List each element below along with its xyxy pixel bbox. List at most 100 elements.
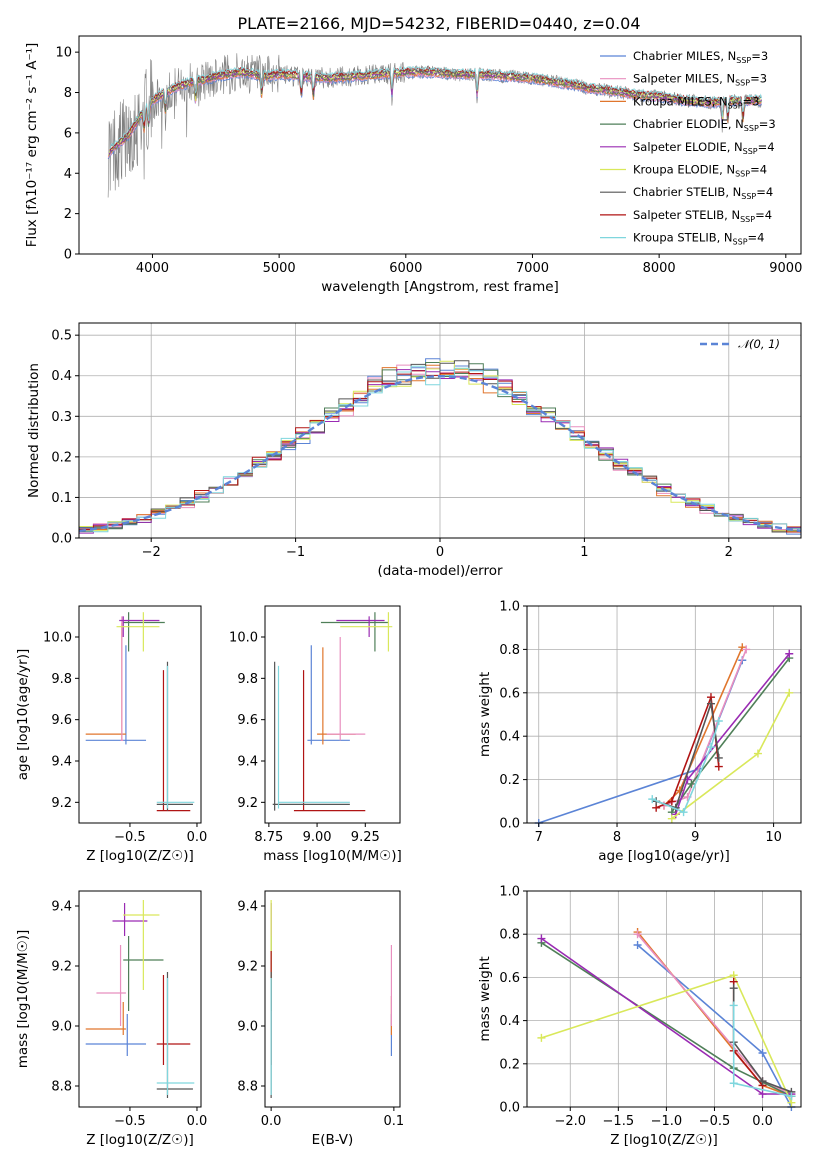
- point-salpeter_stelib: [714, 762, 723, 771]
- y-tick-label: 6: [64, 126, 72, 141]
- y-tick-label: 10.0: [229, 631, 258, 646]
- point-chabrier_stelib: [758, 1077, 767, 1086]
- y-tick-label: 8.8: [237, 1080, 258, 1095]
- x-axis-label: mass [log10(M/M☉)]: [263, 848, 402, 864]
- y-tick-label: 0.4: [499, 1014, 520, 1029]
- y-tick-label: 9.6: [237, 713, 258, 728]
- point-kroupa_stelib: [714, 717, 723, 726]
- x-tick-label: 7000: [516, 261, 549, 276]
- plot-area: [270, 900, 393, 1098]
- legend-subscript: SSP: [728, 101, 743, 110]
- y-tick-label: 0.1: [51, 491, 72, 506]
- y-tick-label: 9.2: [51, 796, 72, 811]
- x-tick-label: 8.75: [254, 830, 283, 845]
- x-tick-label: 6000: [389, 261, 422, 276]
- axes-frame: [78, 35, 802, 255]
- y-tick-label: 9.2: [237, 960, 258, 975]
- point-kroupa_stelib: [706, 743, 715, 752]
- legend-text: =4: [748, 231, 765, 245]
- legend-subscript: SSP: [733, 238, 748, 247]
- x-tick-label: 2: [725, 545, 733, 560]
- legend-text: =3: [743, 94, 760, 108]
- y-tick-label: 0.0: [499, 1101, 520, 1116]
- y-tick-label: 4: [64, 167, 72, 182]
- axes-frame: [264, 605, 401, 824]
- point-chabrier_stelib: [729, 984, 738, 993]
- spectrum-title: PLATE=2166, MJD=54232, FIBERID=0440, z=0…: [237, 14, 640, 33]
- point-salpeter_miles: [633, 930, 642, 939]
- point-kroupa_stelib: [679, 808, 688, 817]
- plot-area: [78, 358, 802, 535]
- x-tick-label: 0.0: [752, 1114, 773, 1129]
- y-tick-label: 9.4: [237, 755, 258, 770]
- axes-frame: [264, 890, 401, 1108]
- y-tick-label: 0.0: [51, 532, 72, 547]
- x-tick-label: 7: [535, 830, 543, 845]
- x-tick-label: 9: [691, 830, 699, 845]
- legend-subscript: SSP: [744, 124, 759, 133]
- y-tick-label: 8.8: [51, 1080, 72, 1095]
- x-tick-label: −1.0: [651, 1114, 683, 1129]
- model-kroupa_elodie: [108, 68, 761, 153]
- y-tick-label: 10.0: [43, 631, 72, 646]
- x-tick-label: −0.5: [699, 1114, 731, 1129]
- x-axis-label: age [log10(age/yr)]: [598, 848, 730, 864]
- y-tick-label: 9.8: [51, 672, 72, 687]
- y-tick-label: 9.0: [237, 1020, 258, 1035]
- x-tick-label: 5000: [263, 261, 296, 276]
- legend-text: =4: [750, 163, 767, 177]
- y-tick-label: 8: [64, 86, 72, 101]
- model-chabrier_stelib: [109, 67, 762, 152]
- y-tick-label: 0.8: [499, 643, 520, 658]
- legend-label-kroupa_stelib: Kroupa STELIB, NSSP=4: [633, 231, 764, 247]
- x-tick-label: 0.1: [384, 1114, 405, 1129]
- weight_vs_z-panel: −2.0 −1.5 −1.0 −0.5 0.0 0.0 0.2 0.4 0.6 0.8 1.0 Z […: [477, 885, 802, 1148]
- y-tick-label: 1.0: [499, 885, 520, 900]
- point-chabrier_miles: [633, 941, 642, 949]
- y-tick-label: 0: [64, 248, 72, 263]
- point-kroupa_stelib: [729, 1001, 738, 1010]
- age_vs_z-panel: −0.5 0.0 9.2 9.4 9.6 9.8 10.0 Z [log10(Z/Z☉)] ag…: [15, 605, 208, 864]
- point-kroupa_elodie: [667, 814, 676, 823]
- spectrum-panel: 4000 5000 6000 7000 8000 9000 0 2 4 6 8 10 wavelengt…: [24, 35, 802, 295]
- legend-subscript: SSP: [743, 147, 758, 156]
- legend-text: =3: [750, 72, 767, 86]
- x-tick-label: 9.00: [303, 830, 332, 845]
- series-line-chabrier_miles: [538, 660, 744, 824]
- legend-text: =3: [759, 117, 776, 131]
- gaussian-curve: [78, 374, 802, 533]
- x-axis-label: E(B-V): [312, 1132, 354, 1148]
- plot-area: [85, 612, 195, 812]
- y-tick-label: 0.0: [499, 817, 520, 832]
- legend-subscript: SSP: [736, 56, 751, 65]
- legend-label-chabrier_stelib: Chabrier STELIB, NSSP=4: [633, 185, 773, 201]
- y-tick-label: 9.4: [51, 755, 72, 770]
- legend-text: =4: [756, 185, 773, 199]
- x-tick-label: −1: [286, 545, 305, 560]
- y-axis-label: mass [log10(M/M☉)]: [15, 930, 31, 1069]
- point-kroupa_stelib: [648, 795, 657, 804]
- x-tick-label: 0.0: [261, 1114, 282, 1129]
- y-tick-label: 1.0: [499, 600, 520, 615]
- legend-label-salpeter_stelib: Salpeter STELIB, NSSP=4: [633, 208, 772, 224]
- x-axis-label: Z [log10(Z/Z☉)]: [86, 1132, 194, 1148]
- plot-area: [85, 900, 195, 1098]
- y-tick-label: 0.2: [499, 773, 520, 788]
- x-tick-label: 0.0: [187, 830, 208, 845]
- y-axis-label: age [log10(age/yr)]: [15, 649, 31, 781]
- y-axis-label: mass weight: [477, 672, 493, 757]
- legend-label-chabrier_elodie: Chabrier ELODIE, NSSP=3: [633, 117, 776, 133]
- y-tick-label: 0.6: [499, 686, 520, 701]
- y-tick-label: 9.0: [51, 1020, 72, 1035]
- y-axis-label: Flux [fλ10⁻¹⁷ erg cm⁻² s⁻¹ A⁻¹]: [24, 43, 40, 248]
- series-line-kroupa_stelib: [651, 720, 720, 814]
- y-tick-label: 9.6: [51, 713, 72, 728]
- series-line-chabrier_stelib: [655, 703, 720, 809]
- y-tick-label: 0.4: [51, 369, 72, 384]
- point-kroupa_stelib: [787, 1092, 796, 1101]
- legend-label-chabrier_miles: Chabrier MILES, NSSP=3: [633, 49, 768, 65]
- point-kroupa_elodie: [753, 749, 762, 758]
- y-tick-label: 10: [55, 46, 72, 61]
- point-kroupa_stelib: [729, 1079, 738, 1088]
- y-tick-label: 0.5: [51, 329, 72, 344]
